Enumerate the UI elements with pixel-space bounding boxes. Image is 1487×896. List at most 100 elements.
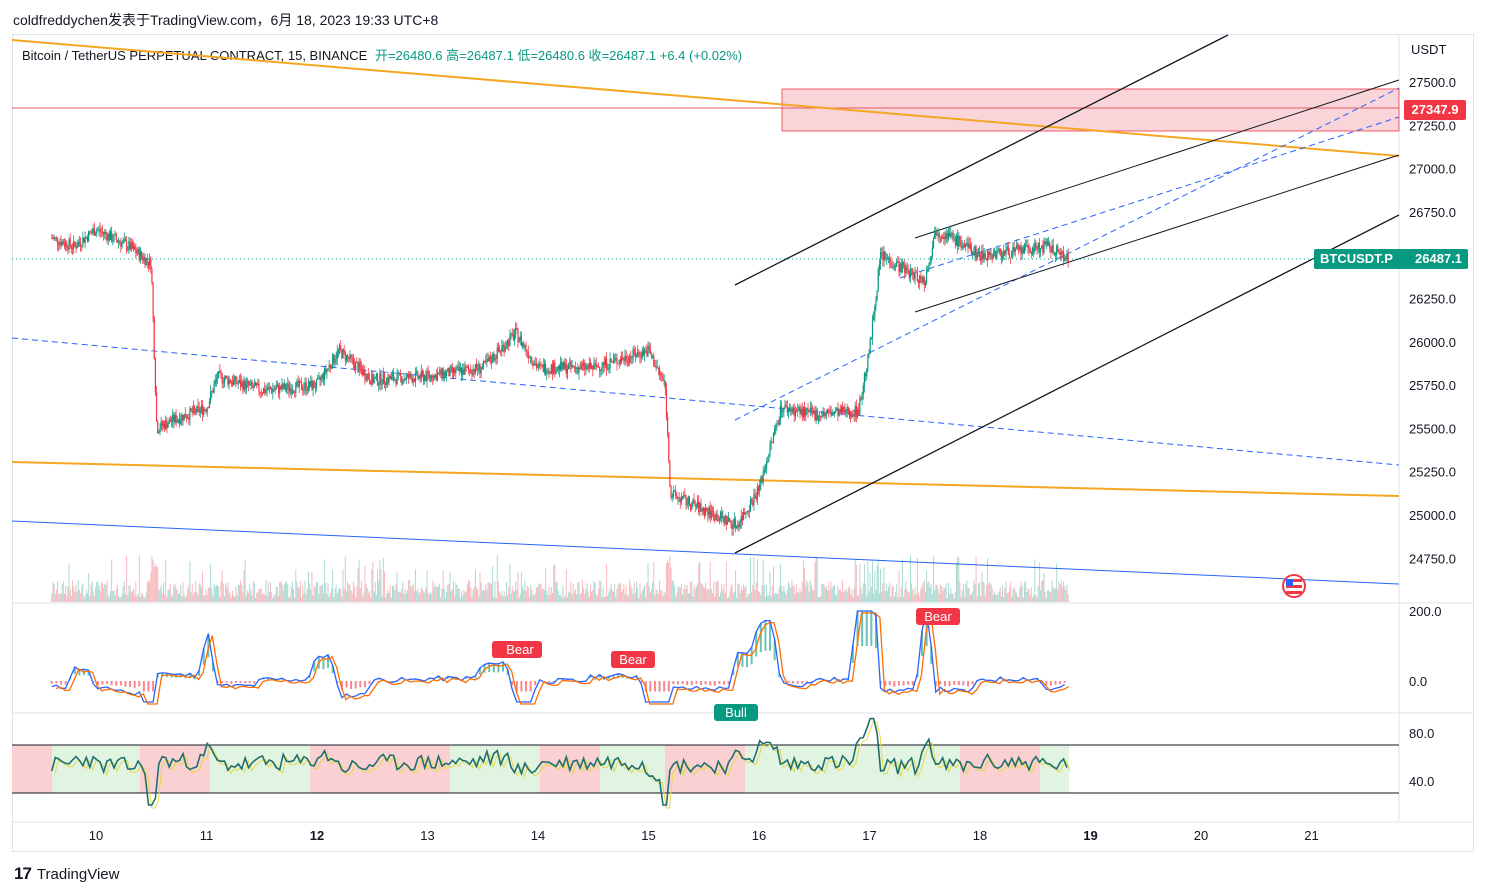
volume-bar	[137, 593, 139, 602]
candle-body	[1029, 248, 1031, 252]
signal-label-bear[interactable]: Bear	[611, 651, 655, 668]
candle-body	[421, 370, 424, 374]
wedge-upper[interactable]	[914, 79, 1400, 239]
candle-body	[528, 357, 531, 359]
volume-bar	[871, 560, 873, 602]
candle-body	[229, 379, 231, 383]
volume-bar	[749, 557, 751, 602]
candle-body	[1001, 256, 1004, 259]
time-tick-label: 19	[1083, 828, 1097, 843]
candle-body	[898, 262, 900, 273]
blue-trendline[interactable]	[11, 520, 1400, 585]
candle-body	[428, 373, 430, 378]
candle-body	[411, 377, 413, 383]
candle-body	[82, 237, 84, 247]
volume-bar	[583, 588, 585, 602]
oscillator-tick-label: 0.0	[1409, 674, 1427, 689]
candle-body	[330, 366, 333, 369]
volume-bar	[794, 594, 796, 602]
volume-bar	[984, 595, 986, 602]
oscillator-histogram-bar	[152, 681, 155, 692]
signal-label-bear[interactable]: Bear	[498, 641, 542, 658]
candle-body	[923, 277, 925, 286]
candle-body	[549, 371, 551, 374]
volume-bar	[624, 594, 626, 602]
candle-body	[502, 344, 504, 347]
signal-label-bear[interactable]: Bear	[916, 608, 960, 625]
candle-body	[159, 428, 161, 433]
oscillator-histogram-bar	[686, 681, 689, 686]
brand-name: TradingView	[36, 865, 120, 883]
volume-bar	[572, 583, 574, 602]
candle-body	[504, 347, 506, 352]
us-event-icon[interactable]	[1282, 574, 1306, 598]
candle-body	[73, 241, 75, 249]
wedge-lower[interactable]	[914, 154, 1400, 313]
candle-body	[380, 373, 382, 386]
volume-bar	[455, 582, 457, 602]
candle-body	[192, 406, 194, 413]
rsi-pane[interactable]: 80.040.0	[12, 717, 1434, 809]
dashed-trendline-lower[interactable]	[11, 337, 1400, 466]
candle-body	[625, 355, 627, 362]
volume-bar	[232, 590, 234, 602]
candle-body	[810, 407, 813, 412]
rsi-zone	[310, 745, 450, 793]
volume-bar	[485, 584, 487, 602]
candle-body	[661, 375, 663, 378]
volume-bar	[347, 581, 349, 602]
supply-zone[interactable]	[781, 88, 1400, 132]
oscillator-histogram-bar	[340, 681, 343, 690]
candle-body	[426, 370, 428, 381]
candle-body	[173, 414, 175, 422]
volume-bar	[118, 596, 120, 602]
candle-body	[172, 414, 174, 422]
channel-upper[interactable]	[734, 34, 1229, 286]
candle-body	[70, 245, 72, 249]
signal-label-bull[interactable]: Bull	[714, 704, 758, 721]
candle-body	[51, 237, 53, 239]
volume-bar	[249, 583, 251, 602]
volume-bar	[447, 584, 449, 602]
oscillator-histogram-bar	[492, 663, 495, 673]
volume-bar	[269, 582, 271, 602]
candle-body	[212, 391, 214, 393]
volume-bar	[534, 592, 536, 602]
orange-trendline-upper[interactable]	[11, 39, 1400, 157]
candle-body	[664, 380, 666, 389]
candle-body	[137, 248, 139, 254]
candle-body	[226, 376, 228, 378]
volume-bar	[614, 583, 616, 602]
candle-body	[751, 499, 753, 501]
volume-bar	[192, 594, 194, 602]
volume-bar	[706, 590, 708, 602]
candle-body	[813, 410, 815, 414]
volume-bar	[528, 596, 530, 602]
volume-bar	[133, 588, 135, 602]
candle-body	[673, 490, 676, 492]
candle-body	[914, 271, 916, 280]
channel-lower[interactable]	[734, 214, 1400, 554]
orange-trendline-lower[interactable]	[11, 461, 1400, 497]
candle-body	[188, 417, 190, 420]
candle-body	[138, 248, 140, 260]
volume-bar	[600, 581, 602, 602]
oscillator-pane[interactable]: 200.00.0BearBearBearBearBull	[50, 604, 1442, 721]
candle-body	[821, 416, 823, 418]
candle-body	[409, 373, 411, 379]
candle-body	[874, 306, 876, 317]
candle-body	[288, 383, 290, 392]
candlesticks[interactable]	[51, 222, 1069, 536]
volume-bar	[945, 583, 947, 602]
volume-bar	[175, 587, 177, 602]
volume-bar	[899, 596, 901, 602]
footer-brand[interactable]: 17 TradingView	[14, 864, 119, 884]
oscillator-histogram-bar	[350, 681, 353, 689]
candle-body	[1021, 247, 1023, 254]
candle-body	[375, 373, 377, 378]
candle-body	[960, 240, 962, 248]
dashed-trendline-mid[interactable]	[899, 116, 1400, 279]
candle-body	[900, 263, 902, 272]
candle-body	[52, 237, 54, 240]
